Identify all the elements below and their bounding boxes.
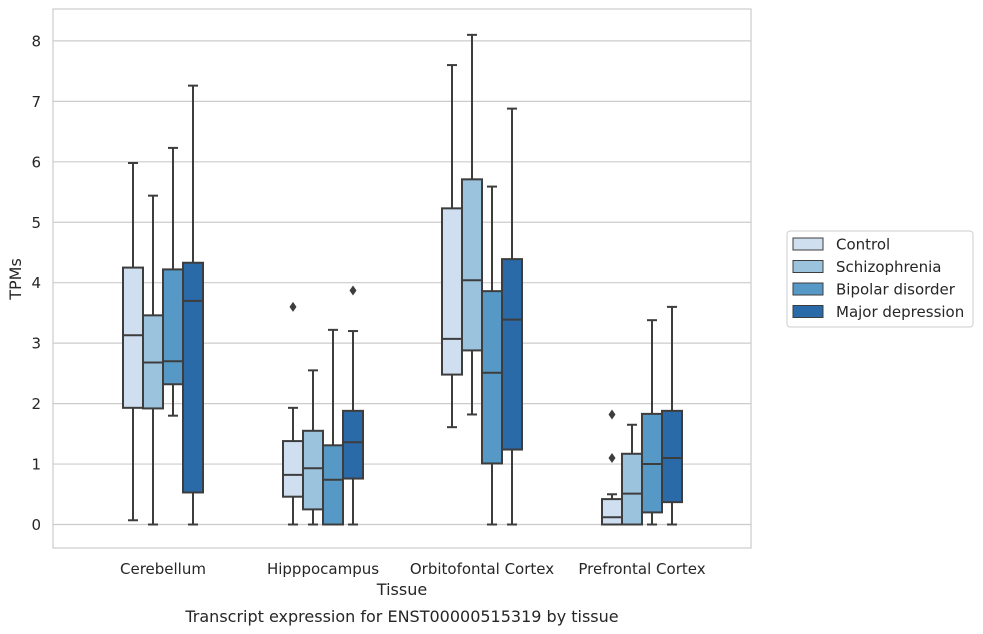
x-tick-label: Cerebellum xyxy=(120,560,206,578)
y-tick-label: 3 xyxy=(31,335,41,353)
box-body xyxy=(661,409,683,504)
y-tick-label: 0 xyxy=(31,516,41,534)
legend-swatch xyxy=(792,260,824,273)
box-1-3 xyxy=(342,285,364,526)
box-body xyxy=(601,498,623,526)
outlier-point xyxy=(289,301,297,312)
legend-label: Schizophrenia xyxy=(836,258,941,276)
y-tick-label: 1 xyxy=(31,456,41,474)
legend-frame xyxy=(786,230,974,328)
boxes xyxy=(122,33,683,526)
chart-caption: Transcript expression for ENST0000051531… xyxy=(184,607,618,626)
box-2-3 xyxy=(501,107,523,526)
box-body xyxy=(461,178,483,352)
box-1-0 xyxy=(282,301,304,526)
plot-frame xyxy=(52,8,752,549)
y-tick-label: 2 xyxy=(31,395,41,413)
outlier-point xyxy=(349,285,357,296)
legend-swatch xyxy=(792,305,824,318)
box-0-2 xyxy=(162,146,184,417)
box-1-2 xyxy=(322,328,344,526)
y-tick-label: 8 xyxy=(31,32,41,50)
legend-swatch xyxy=(792,237,824,251)
box-3-1 xyxy=(621,423,643,526)
outlier-point xyxy=(608,409,616,420)
outlier-point xyxy=(608,453,616,464)
x-axis-label: Tissue xyxy=(376,580,427,599)
box-0-1 xyxy=(142,194,164,526)
box-body xyxy=(302,429,324,511)
box-body xyxy=(621,452,643,526)
box-1-1 xyxy=(302,369,324,526)
box-body xyxy=(441,207,463,376)
box-3-2 xyxy=(641,319,663,526)
legend-label: Major depression xyxy=(836,303,964,321)
box-body xyxy=(342,409,364,480)
box-2-0 xyxy=(441,64,463,429)
y-tick-labels: 0 1 2 3 4 5 6 7 8 xyxy=(31,32,41,534)
box-body xyxy=(501,258,523,451)
y-axis-label: TPMs xyxy=(6,258,25,301)
legend-swatch xyxy=(792,282,824,296)
box-3-3 xyxy=(661,305,683,526)
legend-label: Bipolar disorder xyxy=(836,281,956,299)
y-tick-label: 7 xyxy=(31,93,41,111)
box-3-0 xyxy=(601,409,623,526)
box-0-3 xyxy=(182,84,204,526)
x-tick-labels: Cerebellum Hipppocampus Orbitofontal Corte… xyxy=(120,560,706,578)
x-tick-label: Prefrontal Cortex xyxy=(578,560,705,578)
box-2-2 xyxy=(481,185,503,526)
box-body xyxy=(481,290,503,465)
box-0-0 xyxy=(122,162,144,522)
y-tick-label: 6 xyxy=(31,153,41,171)
box-body xyxy=(322,444,344,526)
box-body xyxy=(282,440,304,498)
x-tick-label: Orbitofontal Cortex xyxy=(410,560,554,578)
box-body xyxy=(162,268,184,386)
legend: Control Schizophrenia Bipolar disorder Majo… xyxy=(786,230,974,328)
legend-label: Control xyxy=(836,236,890,254)
y-tick-label: 5 xyxy=(31,214,41,232)
box-2-1 xyxy=(461,33,483,416)
box-body xyxy=(182,261,204,494)
x-tick-label: Hipppocampus xyxy=(267,560,379,578)
box-body xyxy=(122,266,144,409)
y-tick-label: 4 xyxy=(31,274,41,292)
